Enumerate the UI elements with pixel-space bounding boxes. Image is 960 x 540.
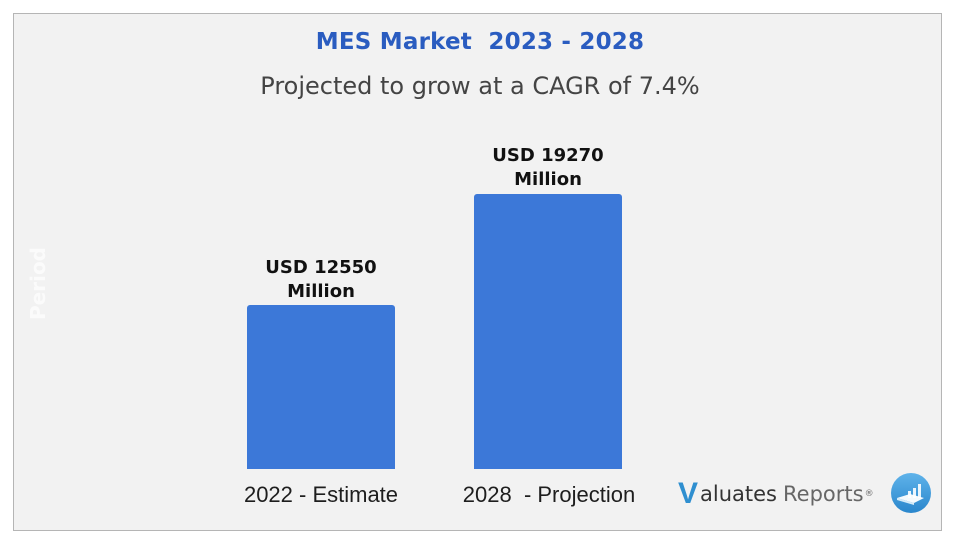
valuates-reports-logo: V aluates Reports ® — [678, 474, 874, 514]
logo-text-reports: Reports — [783, 482, 864, 506]
bar-chart-circle-icon — [891, 473, 931, 513]
logo-v-mark: V — [678, 477, 699, 510]
bar-value-line1: USD 19270 — [492, 145, 604, 166]
category-label-2028: 2028 - Projection — [462, 482, 636, 507]
chart-title: MES Market 2023 - 2028 — [315, 29, 645, 55]
category-label-2022: 2022 - Estimate — [243, 482, 399, 507]
bar-2028-projection — [474, 194, 622, 469]
bar-value-label-2028: USD 19270 Million — [458, 144, 638, 192]
bar-value-line2: Million — [514, 169, 582, 190]
chart-subtitle: Projected to grow at a CAGR of 7.4% — [260, 72, 700, 100]
watermark: Period — [26, 247, 50, 320]
bar-value-line2: Million — [287, 281, 355, 302]
registered-mark: ® — [864, 489, 874, 499]
bar-value-line1: USD 12550 — [265, 257, 377, 278]
bar-value-label-2022: USD 12550 Million — [231, 256, 411, 304]
bar-2022-estimate — [247, 305, 395, 469]
logo-text-valuates: aluates — [700, 482, 777, 506]
